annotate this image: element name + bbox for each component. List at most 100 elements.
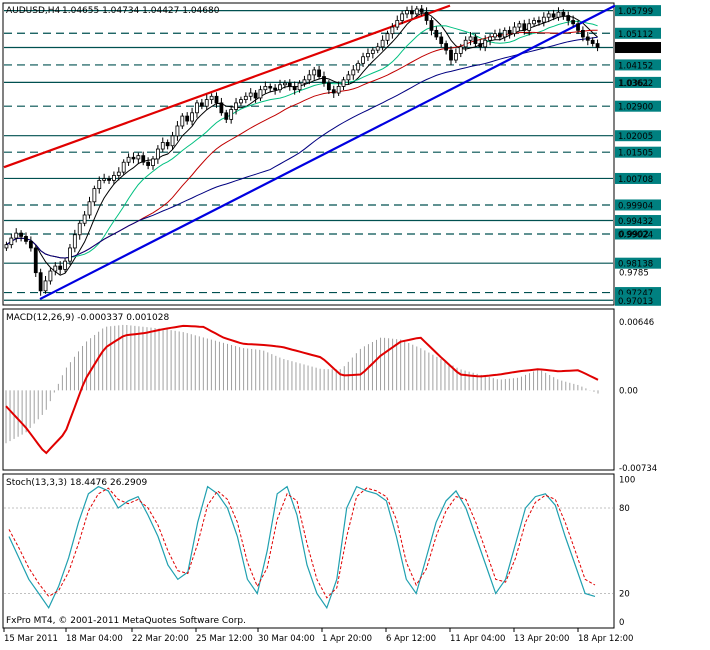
x-axis-tick-label: 1 Apr 20:00	[322, 634, 372, 644]
price-level-label-box	[615, 294, 661, 306]
ma-long-line	[6, 36, 598, 259]
candle-body	[361, 56, 365, 64]
price-level-label-box	[615, 27, 661, 39]
candle-body	[556, 11, 561, 18]
x-axis-tick-label: 11 Apr 04:00	[450, 634, 505, 644]
copyright-footer: FxPro MT4, © 2001-2011 MetaQuotes Softwa…	[6, 616, 246, 626]
price-level-label-box	[615, 228, 661, 240]
x-axis-tick-label: 18 Apr 12:00	[578, 634, 633, 644]
candle-body	[239, 99, 243, 104]
candle-body	[155, 148, 160, 160]
candle-body	[121, 161, 126, 173]
stoch-signal-line	[8, 487, 596, 599]
candle-body	[48, 270, 53, 282]
candle-body	[263, 86, 268, 91]
candle-body	[581, 29, 585, 38]
candle-body	[214, 95, 219, 104]
candle-body	[112, 175, 116, 181]
price-level-label-box	[615, 130, 661, 142]
candle-body	[175, 125, 180, 137]
price-level-label-box	[615, 287, 661, 299]
price-layer: 1.05799 1.05112 1.04680 1.04152 1.03622 1.029…	[3, 4, 661, 307]
price-level-label: 1.01505	[618, 149, 653, 159]
candle-body	[414, 8, 419, 15]
candle-body	[77, 222, 82, 236]
candle-body	[229, 109, 234, 120]
ma-mid-line	[6, 20, 598, 259]
price-level-label: 1.03622	[618, 79, 653, 89]
candle-body	[58, 265, 63, 270]
blue-trendline	[39, 4, 616, 301]
candle-body	[204, 99, 209, 107]
candle-body	[243, 95, 248, 101]
macd-layer: 0.00646 0.00 -0.00734	[5, 318, 657, 474]
price-level-label: 1.05112	[618, 30, 653, 40]
candle-body	[307, 74, 312, 81]
price-level-label-box	[615, 172, 661, 184]
stoch-pane-border	[2, 473, 615, 629]
candle-body	[68, 247, 72, 262]
candle-body	[97, 179, 102, 190]
candle-body	[4, 244, 9, 249]
stoch-layer: 100 80 20 0	[4, 476, 635, 628]
candle-body	[483, 39, 488, 48]
candle-body	[546, 13, 551, 18]
x-axis-tick-label: 25 Mar 12:00	[196, 634, 253, 644]
candle-body	[429, 20, 434, 31]
candle-body	[390, 26, 395, 35]
candle-body	[258, 89, 263, 99]
candle-body	[136, 155, 141, 160]
candle-body	[180, 115, 185, 127]
candle-body	[512, 26, 517, 35]
candle-body	[517, 23, 522, 28]
candle-body	[190, 112, 194, 122]
candle-body	[102, 178, 107, 181]
candle-body	[224, 112, 229, 120]
price-axis-tick: 0.9902	[619, 230, 649, 240]
candle-body	[317, 69, 321, 77]
price-axis-tick: 0.9785	[619, 269, 649, 279]
stoch-pane-title: Stoch(13,3,3) 18.4476 26.2909	[6, 478, 147, 488]
price-level-label-box	[615, 215, 661, 227]
candle-body	[370, 49, 375, 54]
x-axis: 15 Mar 2011 18 Mar 04:00 22 Mar 20:00 25 Ma…	[3, 628, 633, 644]
candle-body	[43, 280, 48, 292]
price-level-label-box	[615, 59, 661, 71]
candle-body	[165, 142, 170, 147]
candle-body	[453, 53, 458, 61]
macd-axis-tick: 0.00646	[619, 318, 654, 328]
macd-axis-tick: 0.00	[619, 386, 638, 396]
candle-body	[302, 79, 307, 84]
candle-body	[28, 240, 33, 249]
candle-body	[541, 16, 546, 23]
candle-body	[351, 69, 356, 76]
price-level-label: 0.99432	[618, 217, 653, 227]
candle-body	[375, 46, 380, 51]
candle-body	[219, 102, 224, 114]
candle-body	[287, 82, 292, 87]
candle-body	[234, 102, 238, 110]
price-level-label-box	[615, 146, 661, 158]
candle-body	[87, 201, 92, 216]
candle-body	[532, 20, 536, 25]
candle-body	[439, 36, 444, 44]
price-level-label-box	[615, 5, 661, 17]
candle-body	[38, 272, 43, 292]
candle-body	[331, 89, 336, 94]
macd-pane-title: MACD(12,26,9) -0.000337 0.001028	[6, 313, 169, 323]
candle-body	[107, 178, 111, 181]
stoch-axis-tick: 0	[619, 618, 624, 628]
candle-body	[585, 36, 590, 41]
candle-body	[395, 20, 400, 28]
candle-body	[336, 86, 341, 94]
candle-body	[458, 46, 463, 54]
price-level-label: 0.98138	[618, 260, 653, 270]
macd-axis-tick: -0.00734	[619, 464, 657, 474]
price-level-label: 1.04152	[618, 61, 653, 71]
x-axis-tick-label: 6 Apr 12:00	[386, 634, 436, 644]
candle-body	[346, 74, 351, 81]
price-level-label-box	[615, 76, 661, 88]
price-ohlc-readout: 1.04655 1.04734 1.04427 1.04680	[62, 6, 220, 16]
